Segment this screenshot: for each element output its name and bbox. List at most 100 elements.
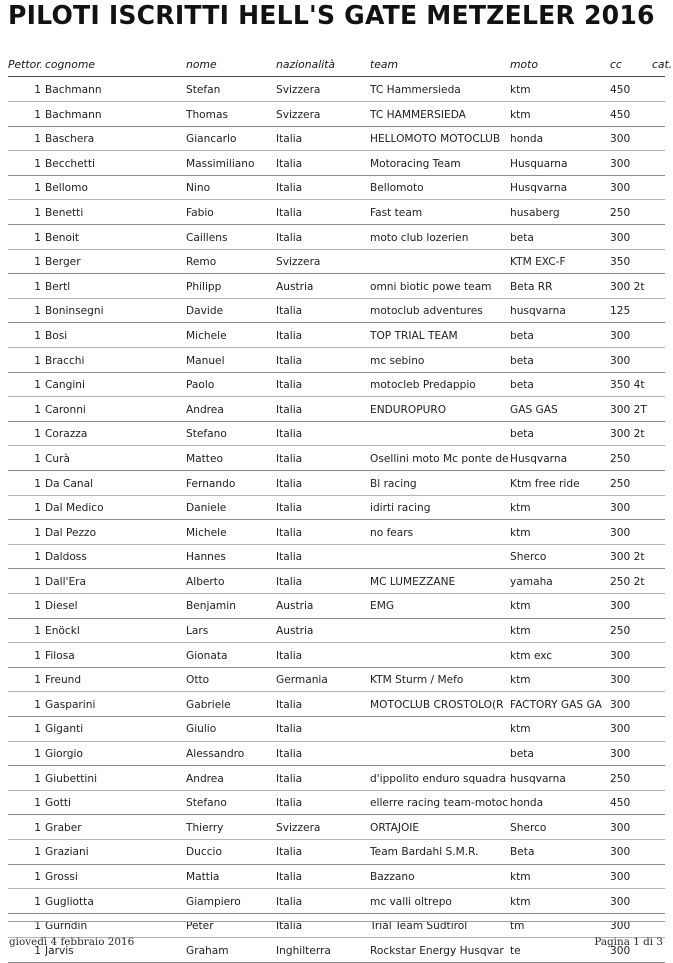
cell-team: Bellomoto	[370, 182, 424, 195]
page-footer: giovedì 4 febbraio 2016 Pagina 1 di 3	[0, 934, 673, 952]
row-separator-rule	[8, 519, 665, 521]
cell-cc: 300	[610, 600, 631, 613]
cell-nazionalita: Italia	[276, 157, 303, 170]
cell-nome: Michele	[186, 329, 227, 342]
cell-nome: Fernando	[186, 477, 236, 490]
cell-cognome: Boninsegni	[45, 305, 104, 318]
cell-team: idirti racing	[370, 502, 431, 515]
cell-team: Motoracing Team	[370, 157, 461, 170]
cell-nazionalita: Italia	[276, 575, 303, 588]
cell-team: Rockstar Energy Husqvar	[370, 944, 504, 957]
cell-nome: Giampiero	[186, 895, 241, 908]
cell-pettor: 1	[34, 920, 41, 933]
cell-moto: te	[510, 944, 521, 957]
cell-moto: Husqvarna	[510, 182, 568, 195]
cell-nome: Philipp	[186, 280, 222, 293]
cell-pettor: 1	[34, 625, 41, 638]
cell-cc: 300	[610, 526, 631, 539]
cell-cognome: Becchetti	[45, 157, 95, 170]
cell-moto: Sherco	[510, 821, 547, 834]
cell-team: EMG	[370, 600, 395, 613]
cell-nazionalita: Italia	[276, 797, 303, 810]
page-title: PILOTI ISCRITTI HELL'S GATE METZELER 201…	[8, 1, 655, 31]
cell-moto: GAS GAS	[510, 403, 558, 416]
table-row: 1 Benetti Fabio Italia Fast team husaberg 250	[0, 201, 673, 226]
table-row: 1 Diesel Benjamin Austria EMG ktm 300	[0, 594, 673, 619]
cell-moto: ktm	[510, 600, 531, 613]
table-row: 1 Filosa Gionata Italia ktm exc 300	[0, 644, 673, 669]
cell-cc: 350	[610, 256, 631, 269]
cell-team: ENDUROPURO	[370, 403, 447, 416]
cell-nome: Graham	[186, 944, 229, 957]
cell-nome: Michele	[186, 526, 227, 539]
cell-cc: 250	[610, 772, 631, 785]
table-row: 1 Bachmann Stefan Svizzera TC Hammersieda ktm…	[0, 78, 673, 103]
cell-cc: 450	[610, 84, 631, 96]
cell-nome: Benjamin	[186, 600, 236, 613]
cell-cognome: Grossi	[45, 871, 78, 883]
cell-team: Fast team	[370, 206, 423, 219]
table-row: 1 Bertl Philipp Austria omni biotic powe tea…	[0, 275, 673, 300]
row-separator-rule	[8, 101, 665, 103]
cell-pettor: 1	[34, 723, 41, 736]
cell-cognome: Benetti	[45, 206, 84, 219]
cell-cc: 300 2t	[610, 551, 645, 564]
table-row: 1 Gasparini Gabriele Italia MOTOCLUB CROSTOL…	[0, 693, 673, 718]
cell-nome: Duccio	[186, 846, 222, 859]
table-row: 1 Bosi Michele Italia TOP TRIAL TEAM beta 300	[0, 324, 673, 349]
cell-cc: 250	[610, 452, 631, 465]
cell-nazionalita: Italia	[276, 206, 303, 219]
cell-cc: 300	[610, 895, 631, 908]
row-separator-rule	[8, 322, 665, 324]
cell-nome: Giancarlo	[186, 133, 237, 146]
cell-moto: beta	[510, 231, 534, 244]
cell-moto: KTM EXC-F	[510, 256, 566, 269]
cell-nome: Alessandro	[186, 748, 245, 761]
cell-cc: 300	[610, 157, 631, 170]
column-header-cognome: cognome	[45, 58, 96, 71]
cell-moto: beta	[510, 329, 534, 342]
cell-nome: Paolo	[186, 379, 215, 392]
cell-cognome: Gotti	[45, 797, 71, 810]
cell-moto: husqvarna	[510, 305, 566, 318]
cell-moto: ktm	[510, 674, 531, 687]
cell-cognome: Filosa	[45, 649, 75, 662]
cell-moto: beta	[510, 748, 534, 761]
table-row: 1 Bellomo Nino Italia Bellomoto Husqvarna 300	[0, 176, 673, 201]
row-separator-rule	[8, 494, 665, 496]
cell-nome: Stefano	[186, 797, 227, 810]
table-row: 1 Benoit Caillens Italia moto club lozerien b…	[0, 226, 673, 251]
cell-moto: Beta	[510, 846, 535, 859]
cell-cognome: Diesel	[45, 600, 78, 613]
cell-nazionalita: Italia	[276, 723, 303, 736]
cell-pettor: 1	[34, 84, 41, 96]
cell-cognome: Dal Pezzo	[45, 526, 97, 539]
cell-cc: 300	[610, 821, 631, 834]
cell-moto: ktm	[510, 723, 531, 736]
table-row: 1 Graber Thierry Svizzera ORTAJOIE Sherco 300	[0, 816, 673, 841]
row-separator-rule	[8, 273, 665, 275]
cell-nazionalita: Italia	[276, 428, 303, 441]
cell-moto: honda	[510, 797, 544, 810]
table-row: 1 Graziani Duccio Italia Team Bardahl S.M.R.…	[0, 840, 673, 865]
cell-nazionalita: Austria	[276, 625, 314, 638]
cell-cognome: Benoit	[45, 231, 80, 244]
column-header-team: team	[370, 58, 399, 71]
row-separator-rule	[8, 666, 665, 668]
cell-cc: 300	[610, 231, 631, 244]
cell-moto: FACTORY GAS GA	[510, 698, 602, 711]
table-row: 1 Dal Medico Daniele Italia idirti racing ktm…	[0, 496, 673, 521]
cell-pettor: 1	[34, 231, 41, 244]
cell-cc: 300	[610, 502, 631, 515]
row-separator-rule	[8, 838, 665, 840]
cell-nome: Alberto	[186, 575, 225, 588]
footer-date: giovedì 4 febbraio 2016	[9, 936, 135, 948]
cell-pettor: 1	[34, 944, 41, 957]
row-separator-rule	[8, 740, 665, 742]
cell-nazionalita: Italia	[276, 895, 303, 908]
cell-nome: Giulio	[186, 723, 217, 736]
cell-nazionalita: Italia	[276, 231, 303, 244]
cell-cc: 300	[610, 698, 631, 711]
cell-nazionalita: Italia	[276, 329, 303, 342]
row-separator-rule	[8, 617, 665, 619]
